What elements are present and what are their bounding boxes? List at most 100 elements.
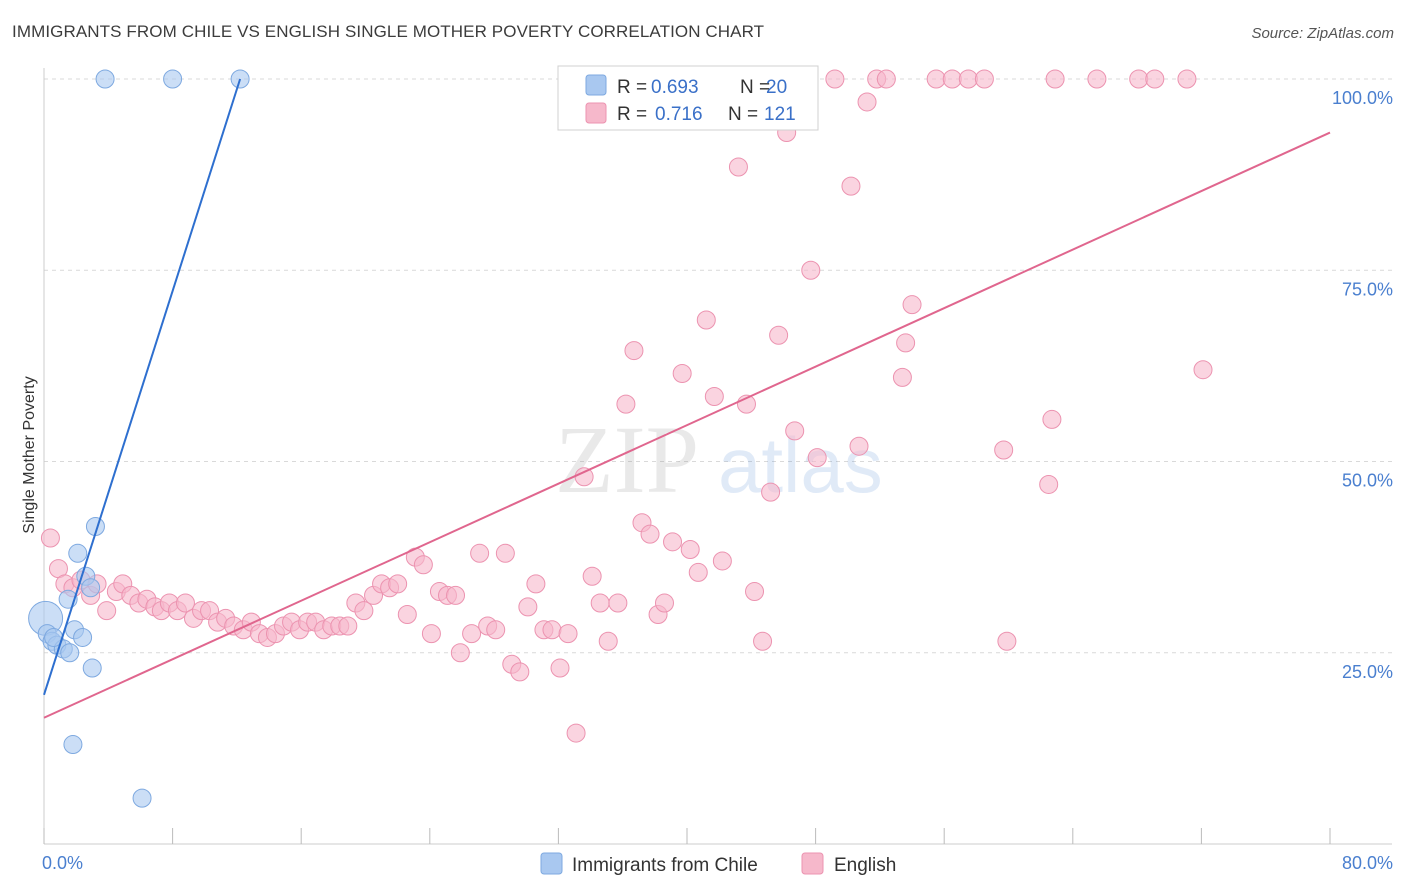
english-point-72: [624, 341, 644, 361]
english-points: [40, 69, 1213, 743]
english-point-115: [1129, 69, 1149, 89]
series-legend-swatch-english: [801, 852, 824, 875]
english-point-88: [753, 631, 773, 651]
english-point-117: [1177, 69, 1197, 89]
series-legend-label-chile: Immigrants from Chile: [572, 855, 758, 876]
series-legend-swatch-chile: [540, 852, 563, 875]
english-point-116: [1145, 69, 1165, 89]
chile-point-7: [73, 627, 93, 647]
english-point-60: [526, 574, 546, 594]
y-axis-label: Single Mother Poverty: [21, 376, 38, 533]
series-legend-label-english: English: [834, 855, 896, 876]
english-point-70: [608, 593, 628, 613]
english-point-65: [566, 723, 586, 743]
english-point-81: [696, 310, 716, 330]
english-point-50: [446, 585, 466, 605]
english-point-108: [974, 69, 994, 89]
english-point-113: [1045, 69, 1065, 89]
legend-n-value-english: 121: [764, 104, 796, 125]
legend-n-label-english: N =: [728, 104, 758, 125]
y-tick-label-2: 75.0%: [1342, 279, 1393, 299]
x-tick-labels: 0.0% 80.0%: [42, 853, 1393, 873]
series-legend: Immigrants from Chile English: [540, 852, 896, 876]
legend-n-value-chile: 20: [766, 77, 787, 98]
x-tick-label-1: 80.0%: [1342, 853, 1393, 873]
english-point-66: [574, 467, 594, 487]
english-point-51: [450, 643, 470, 663]
english-point-95: [807, 448, 827, 468]
english-point-103: [896, 333, 916, 353]
english-point-110: [997, 631, 1017, 651]
english-point-107: [958, 69, 978, 89]
english-point-39: [354, 601, 374, 621]
english-point-37: [338, 616, 358, 636]
legend-swatch-english: [585, 102, 607, 124]
english-point-80: [688, 562, 708, 582]
english-point-78: [672, 364, 692, 384]
english-point-79: [680, 539, 700, 559]
chile-point-14: [132, 788, 152, 808]
chart-title: IMMIGRANTS FROM CHILE VS ENGLISH SINGLE …: [12, 22, 765, 41]
english-point-102: [892, 367, 912, 387]
english-point-114: [1087, 69, 1107, 89]
chile-point-16: [163, 69, 183, 89]
english-point-83: [712, 551, 732, 571]
english-point-44: [397, 605, 417, 624]
english-point-69: [598, 631, 618, 651]
y-tick-labels: 25.0% 50.0% 75.0% 100.0%: [1332, 88, 1393, 682]
english-point-17: [175, 593, 195, 613]
english-point-59: [518, 597, 538, 617]
english-point-94: [801, 260, 821, 280]
y-tick-label-3: 100.0%: [1332, 88, 1393, 108]
english-point-87: [745, 582, 765, 602]
y-tick-label-0: 25.0%: [1342, 662, 1393, 682]
english-point-99: [857, 92, 877, 112]
english-point-98: [849, 436, 869, 456]
chile-trend-line: [43, 78, 242, 696]
english-point-43: [388, 574, 408, 594]
english-point-47: [421, 624, 441, 644]
english-point-71: [616, 394, 636, 414]
english-point-52: [462, 624, 482, 644]
english-point-7: [97, 601, 117, 621]
english-point-82: [704, 386, 724, 406]
trend-lines: [43, 78, 1331, 719]
english-point-96: [825, 69, 845, 89]
english-point-0: [40, 528, 60, 548]
english-point-92: [785, 421, 805, 441]
english-point-112: [1042, 409, 1062, 429]
y-tick-label-1: 50.0%: [1342, 471, 1393, 491]
english-point-64: [558, 624, 578, 644]
english-point-77: [663, 532, 683, 552]
english-point-46: [413, 555, 433, 575]
english-point-68: [590, 593, 610, 613]
english-point-89: [761, 482, 781, 502]
chile-point-5: [60, 643, 80, 663]
english-point-105: [926, 69, 946, 89]
english-point-76: [654, 593, 674, 613]
english-point-67: [582, 566, 602, 586]
watermark: ZIP atlas: [555, 406, 883, 513]
stats-legend: R = 0.693 N = 20 R = 0.716 N = 121: [557, 65, 819, 131]
chile-point-18: [81, 578, 101, 598]
watermark-zip: ZIP: [555, 406, 699, 513]
english-point-104: [902, 295, 922, 315]
english-point-56: [495, 543, 515, 563]
english-point-53: [470, 543, 490, 563]
legend-n-label-chile: N =: [740, 77, 770, 98]
chile-points: [28, 69, 250, 808]
legend-swatch-chile: [585, 74, 607, 96]
legend-r-label-english: R =: [617, 104, 647, 125]
english-point-101: [876, 69, 896, 89]
chile-point-15: [95, 69, 115, 89]
chile-point-13: [63, 735, 83, 755]
english-point-63: [550, 658, 570, 678]
english-trend-line: [43, 131, 1331, 719]
grid-lines: [44, 78, 1392, 654]
chile-point-12: [82, 658, 102, 678]
english-point-97: [841, 176, 861, 196]
english-point-55: [486, 620, 506, 640]
source-credit: Source: ZipAtlas.com: [1251, 25, 1394, 42]
english-point-118: [1193, 360, 1213, 380]
